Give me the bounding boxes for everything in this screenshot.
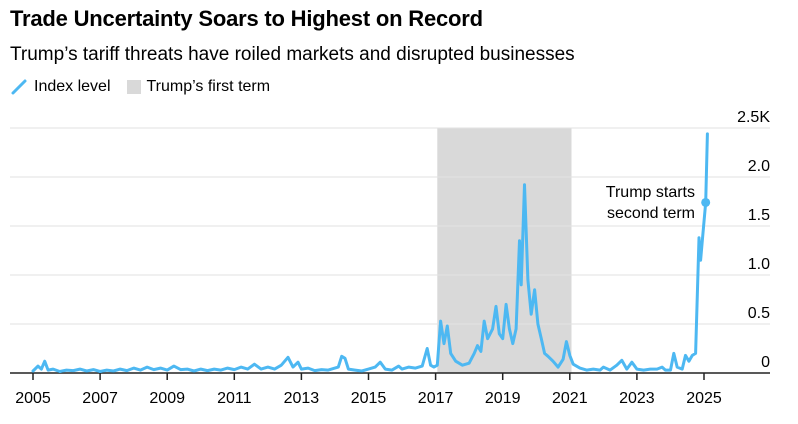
x-tick-label: 2013	[284, 390, 320, 407]
x-tick-label: 2025	[686, 390, 722, 407]
x-tick-label: 2009	[149, 390, 185, 407]
series-line-index-level	[31, 132, 709, 373]
x-tick-label: 2015	[351, 390, 387, 407]
y-tick-label: 2.5K	[737, 109, 770, 126]
legend: Index level Trump’s first term	[10, 78, 286, 96]
legend-label-first-term: Trump’s first term	[146, 78, 271, 95]
annotation-marker	[701, 197, 711, 207]
x-tick-label: 2017	[418, 390, 454, 407]
y-tick-label: 0.5	[748, 305, 770, 322]
annotation-text-line1: Trump starts	[606, 184, 695, 201]
x-tick-label: 2005	[15, 390, 51, 407]
legend-item-index: Index level	[10, 78, 111, 96]
legend-item-first-term: Trump’s first term	[126, 78, 271, 96]
x-tick-label: 2021	[552, 390, 588, 407]
y-tick-label: 1.5	[748, 207, 770, 224]
y-tick-label: 1.0	[748, 256, 770, 273]
x-tick-label: 2011	[217, 390, 252, 407]
x-tick-label: 2019	[485, 390, 521, 407]
annotation-text-line2: second term	[607, 205, 695, 222]
x-tick-label: 2007	[82, 390, 118, 407]
legend-line-icon	[11, 79, 27, 95]
chart-title: Trade Uncertainty Soars to Highest on Re…	[10, 6, 483, 31]
chart-subtitle: Trump’s tariff threats have roiled marke…	[10, 44, 575, 65]
x-tick-label: 2023	[619, 390, 655, 407]
y-tick-label: 0	[761, 354, 770, 371]
legend-label-index: Index level	[34, 78, 111, 95]
legend-shade-swatch	[126, 80, 141, 94]
y-tick-label: 2.0	[748, 158, 770, 175]
